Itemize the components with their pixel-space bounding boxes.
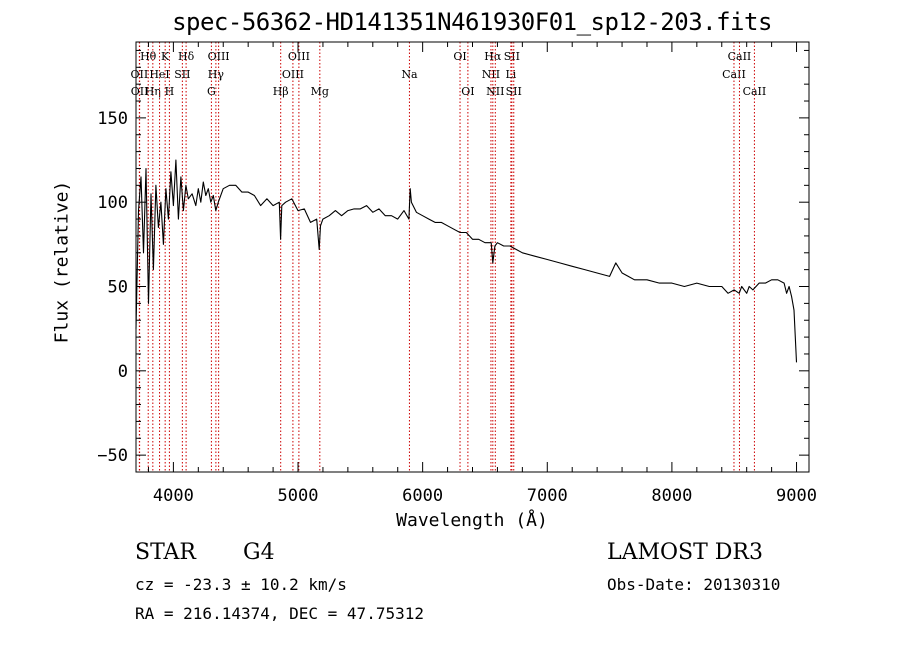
spectral-line-label: HeI [149, 68, 169, 81]
ra-dec: RA = 216.14374, DEC = 47.75312 [135, 604, 424, 623]
spectral-line-label: Li [505, 68, 516, 81]
spectral-line-label: CaII [743, 85, 767, 98]
spectral-line-label: H [165, 85, 175, 98]
subclass: G4 [243, 540, 275, 565]
spectral-line-label: OI [453, 50, 466, 63]
survey-name: LAMOST DR3 [607, 540, 763, 565]
y-tick-label: 150 [97, 109, 128, 129]
y-axis-label: Flux (relative) [51, 180, 73, 344]
y-tick-label: 0 [118, 362, 128, 382]
spectral-line-label: SII [504, 50, 520, 63]
x-tick-label: 9000 [776, 486, 817, 506]
spectral-line-label: CaII [722, 68, 746, 81]
spectral-line-label: Hγ [208, 68, 225, 81]
plot-frame [135, 41, 810, 473]
spectrum-line [135, 159, 798, 363]
x-tick-label: 5000 [278, 486, 319, 506]
spectral-line-label: Mg [311, 85, 329, 98]
spectral-line-label: OIII [282, 68, 304, 81]
spectral-line-label: Hβ [273, 85, 289, 98]
spectral-line-label: Hθ [140, 50, 157, 63]
obs-date: Obs-Date: 20130310 [607, 575, 781, 594]
spectral-line-label: Hη [145, 85, 161, 98]
spectral-line-label: SII [506, 85, 522, 98]
y-tick-label: 100 [97, 193, 128, 213]
spectral-line-label: OIII [208, 50, 230, 63]
spectral-line-label: Hα [484, 50, 502, 63]
spectral-line-label: K [161, 50, 170, 63]
spectral-line-label: Hδ [178, 50, 195, 63]
chart-title: spec-56362-HD141351N461930F01_sp12-203.f… [172, 8, 772, 36]
spectral-line-label: OII [131, 85, 149, 98]
spectral-line-label: SII [174, 68, 190, 81]
y-tick-label: 50 [108, 278, 128, 298]
spectral-line-label: NII [482, 68, 500, 81]
x-axis-label: Wavelength (Å) [396, 510, 548, 531]
spectral-line-label: G [207, 85, 216, 98]
redshift-value: cz = -23.3 ± 10.2 km/s [135, 575, 347, 594]
spectral-line-label: OI [461, 85, 474, 98]
spectral-line-label: CaII [728, 50, 752, 63]
spectral-line-label: NII [486, 85, 504, 98]
x-tick-label: 7000 [527, 486, 568, 506]
x-tick-label: 8000 [651, 486, 692, 506]
spectral-line-label: OIII [288, 50, 310, 63]
spectral-line-label: Na [401, 68, 418, 81]
object-class: STAR [135, 540, 196, 565]
x-tick-label: 4000 [153, 486, 194, 506]
y-tick-label: −50 [97, 446, 128, 466]
x-tick-label: 6000 [402, 486, 443, 506]
